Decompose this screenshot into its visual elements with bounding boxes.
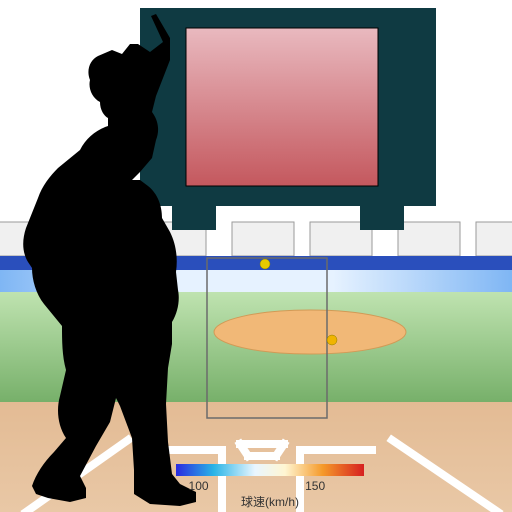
- stand-box: [476, 222, 512, 256]
- pitch-dot: [260, 259, 270, 269]
- colorbar-label: 球速(km/h): [241, 495, 299, 509]
- pitch-location-chart: 100 150 球速(km/h): [0, 0, 512, 512]
- colorbar-tick-label: 100: [189, 479, 209, 493]
- stand-box: [398, 222, 460, 256]
- stand-box: [232, 222, 294, 256]
- colorbar-gradient: [176, 464, 364, 476]
- scoreboard-leg: [172, 206, 216, 230]
- pitchers-mound: [214, 310, 406, 354]
- scoreboard-leg: [360, 206, 404, 230]
- pitch-dot: [327, 335, 337, 345]
- colorbar-tick-label: 150: [305, 479, 325, 493]
- scoreboard-screen: [186, 28, 378, 186]
